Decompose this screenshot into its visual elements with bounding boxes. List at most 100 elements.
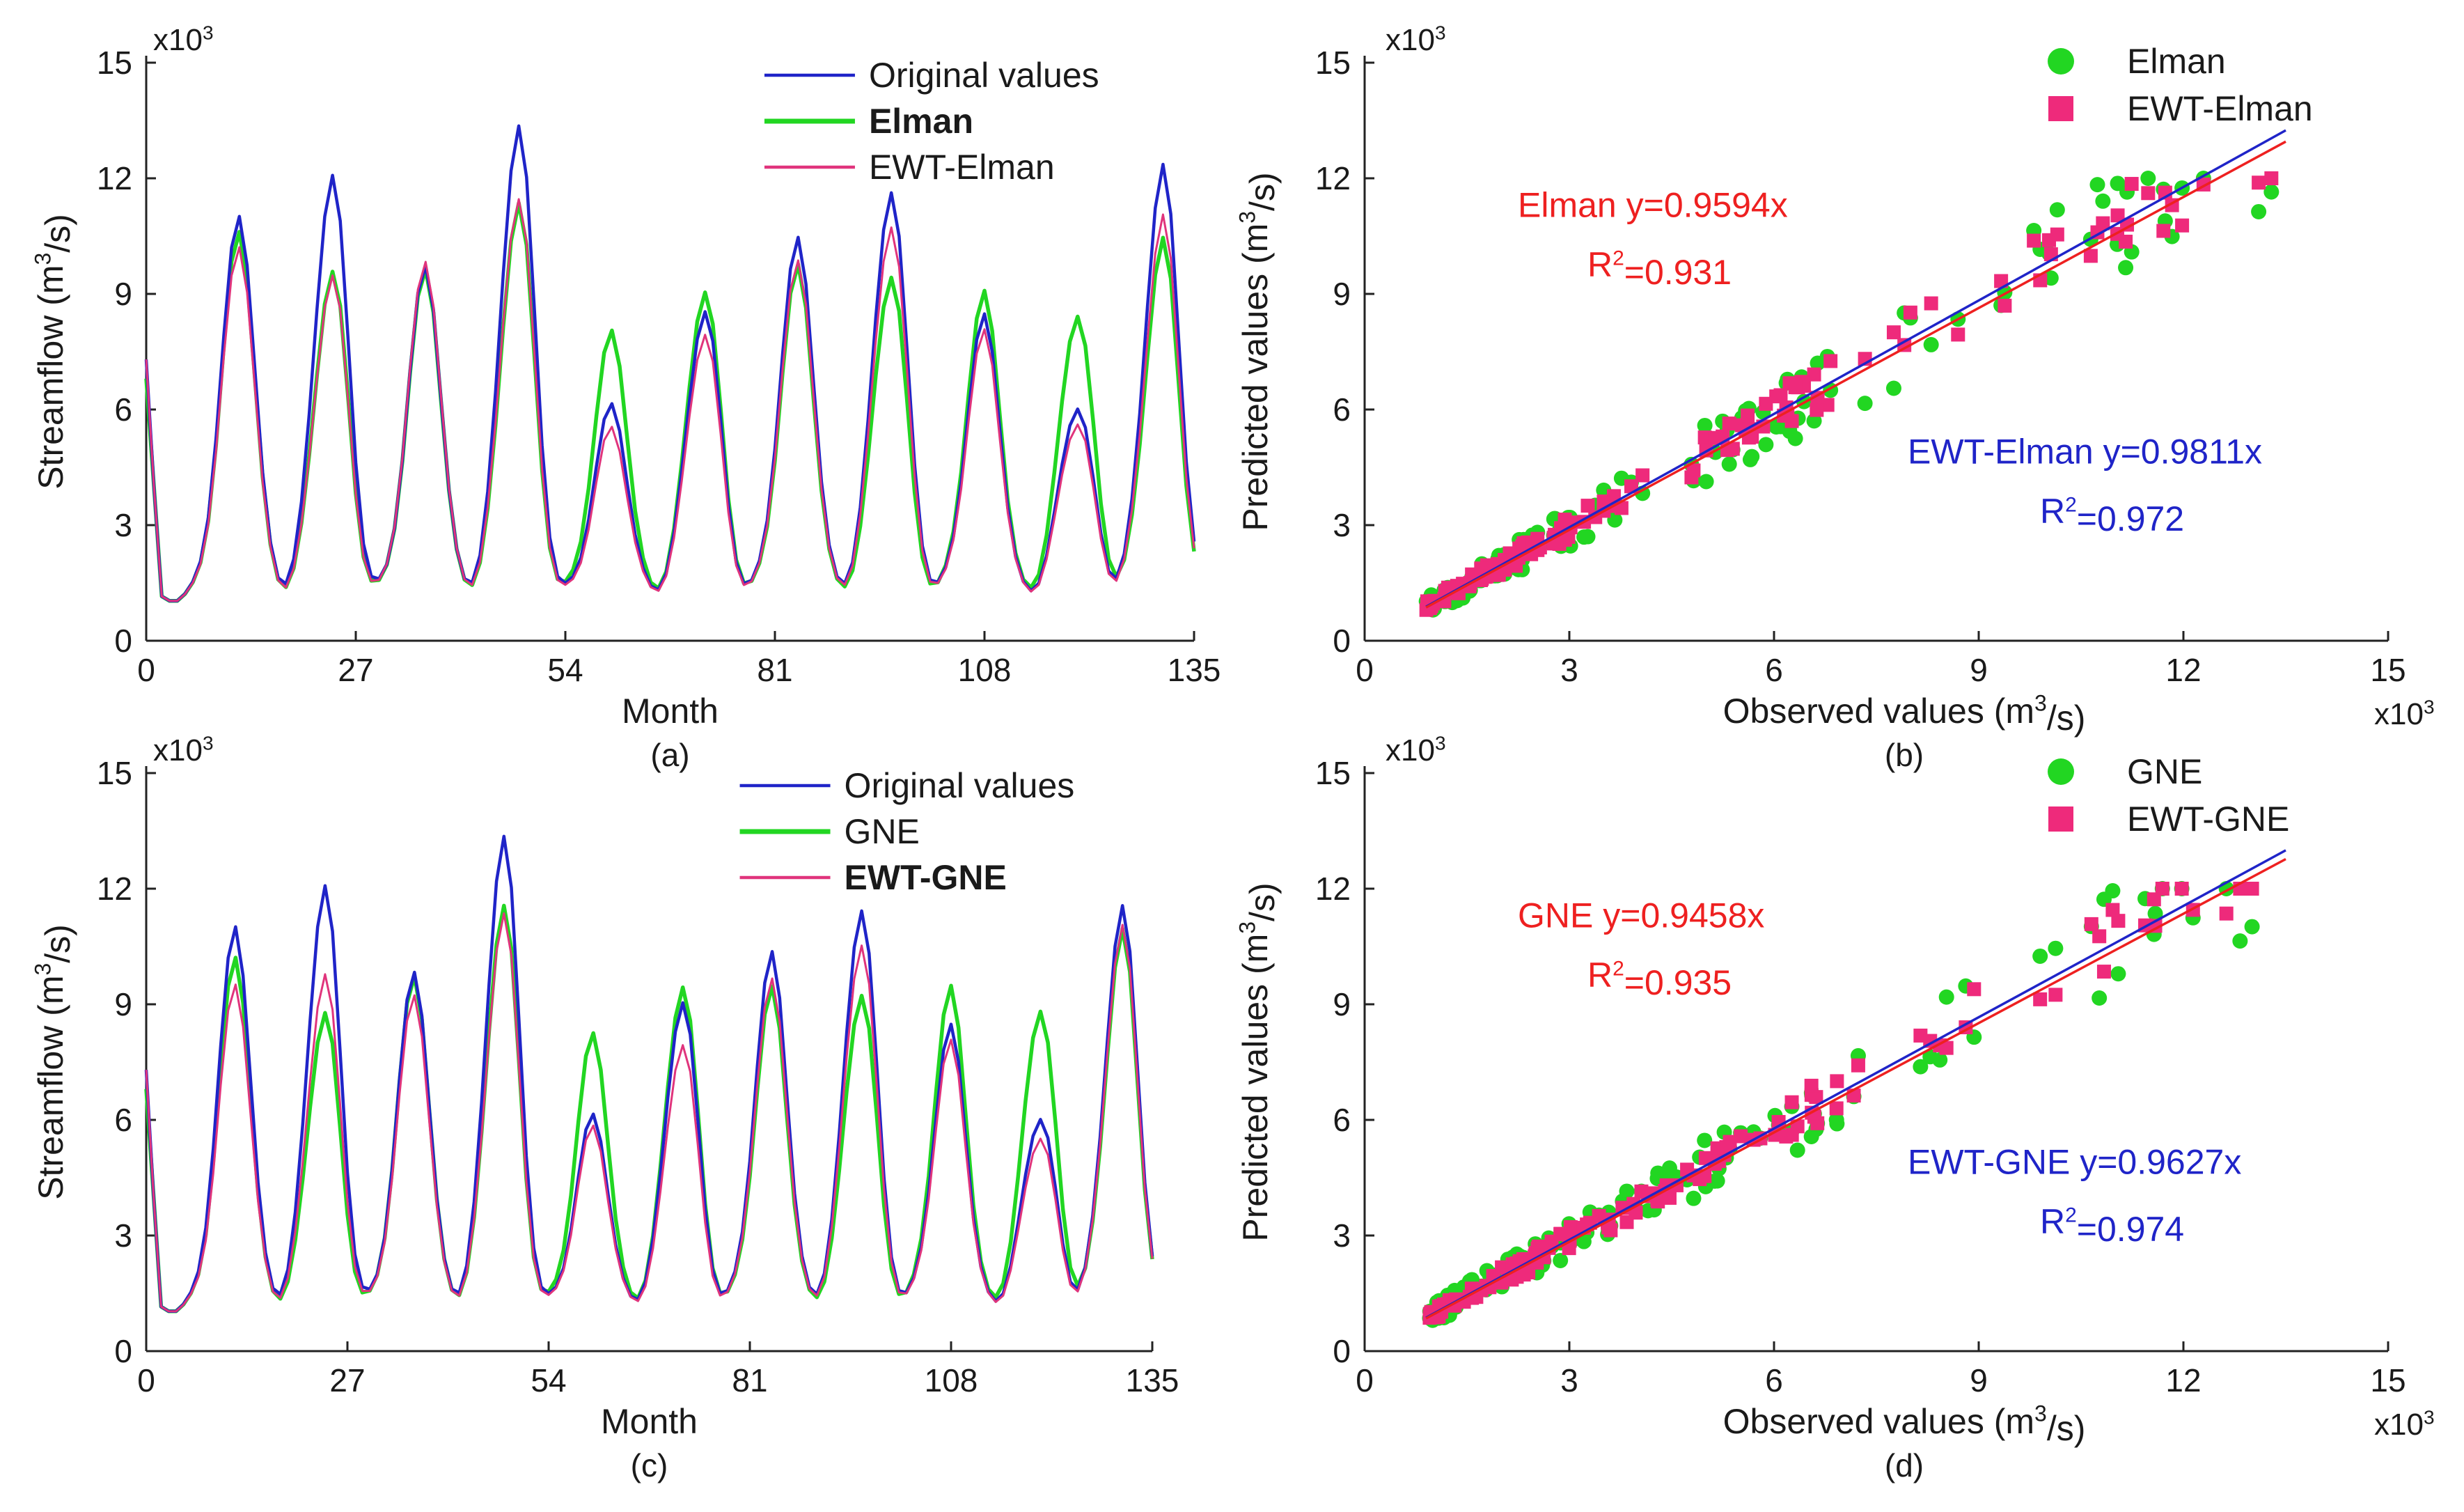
x-tick-label: 9 bbox=[1970, 652, 1988, 688]
x-tick-label: 27 bbox=[338, 652, 373, 688]
scatter-point-elman bbox=[2140, 171, 2156, 186]
series-line-ewt bbox=[145, 912, 1154, 1313]
scatter-point-ewt-gne bbox=[1810, 1116, 1825, 1130]
y-tick-label: 0 bbox=[114, 623, 132, 659]
equation-label: GNE y=0.9458x bbox=[1518, 896, 1764, 935]
scatter-point-elman bbox=[1697, 417, 1713, 433]
scatter-point-ewt-elman bbox=[2264, 171, 2279, 185]
x-tick-label: 0 bbox=[1356, 1362, 1374, 1398]
scatter-point-ewt-gne bbox=[1784, 1095, 1799, 1109]
scatter-point-ewt-elman bbox=[1773, 388, 1788, 403]
scatter-point-gne bbox=[1829, 1116, 1845, 1132]
scatter-point-ewt-gne bbox=[2219, 906, 2234, 921]
y-tick-label: 12 bbox=[1315, 871, 1351, 907]
x-exponent-part: x10 bbox=[2374, 697, 2424, 731]
scatter-point-gne bbox=[2110, 966, 2126, 982]
scatter-point-ewt-elman bbox=[1810, 403, 1824, 417]
r2-label-part: =0.972 bbox=[2077, 499, 2184, 538]
panel-c: 0 27 54 81 108 13503691215x103MonthStreamflow… bbox=[30, 733, 1179, 1483]
y-axis-label-sup: 3 bbox=[1234, 211, 1260, 224]
r2-label-sup: 2 bbox=[1612, 247, 1624, 270]
scatter-point-ewt-gne bbox=[1779, 1129, 1794, 1144]
x-tick-label: 15 bbox=[2370, 652, 2406, 688]
y-axis-label-part: /s) bbox=[38, 924, 77, 963]
x-axis-label-part: /s) bbox=[2047, 1409, 2086, 1448]
scatter-point-elman bbox=[1758, 437, 1774, 453]
scatter-point-ewt-elman bbox=[1886, 325, 1901, 340]
series-line-original bbox=[144, 124, 1196, 602]
x-tick-label: 0 bbox=[137, 1362, 155, 1398]
scatter-point-elman bbox=[1923, 336, 1939, 352]
scatter-point-ewt-elman bbox=[2252, 176, 2266, 190]
r2-label-sup: 2 bbox=[2065, 1204, 2077, 1227]
scatter-point-ewt-elman bbox=[1759, 396, 1773, 411]
scatter-point-ewt-gne bbox=[1619, 1215, 1634, 1229]
y-exponent-sup: 3 bbox=[1435, 733, 1446, 754]
y-tick-label: 3 bbox=[114, 1217, 132, 1254]
scatter-point-ewt-elman bbox=[1788, 380, 1803, 395]
panel-caption: (d) bbox=[1885, 1447, 1924, 1483]
y-exponent-part: x10 bbox=[1386, 733, 1435, 767]
scatter-point-gne bbox=[1650, 1165, 1666, 1181]
scatter-point-ewt-elman bbox=[1722, 416, 1736, 431]
y-exponent: x103 bbox=[153, 22, 214, 57]
r2-label: R2=0.974 bbox=[2040, 1202, 2184, 1249]
y-tick-label: 15 bbox=[1315, 45, 1351, 81]
scatter-point-ewt-elman bbox=[1502, 546, 1517, 561]
scatter-point-gne bbox=[1661, 1160, 1677, 1176]
scatter-point-ewt-elman bbox=[2050, 227, 2064, 242]
scatter-point-elman bbox=[1721, 456, 1737, 472]
scatter-point-gne bbox=[2048, 940, 2064, 956]
y-axis-label-sup: 3 bbox=[1234, 921, 1260, 934]
scatter-point-elman bbox=[1744, 449, 1760, 465]
x-tick-label: 6 bbox=[1765, 1362, 1783, 1398]
x-tick-label: 3 bbox=[1560, 1362, 1578, 1398]
scatter-point-gne bbox=[1553, 1252, 1569, 1268]
y-tick-label: 15 bbox=[97, 755, 132, 791]
scatter-point-elman bbox=[1885, 380, 1901, 396]
scatter-point-elman bbox=[2095, 193, 2111, 209]
fit-line bbox=[1425, 849, 2286, 1319]
x-tick-label: 0 bbox=[1356, 652, 1374, 688]
scatter-point-gne bbox=[1686, 1190, 1702, 1206]
x-tick-label: 135 bbox=[1168, 652, 1221, 688]
scatter-point-ewt-gne bbox=[1662, 1190, 1677, 1205]
y-exponent-part: x10 bbox=[153, 733, 203, 767]
y-exponent-sup: 3 bbox=[1435, 22, 1446, 44]
y-tick-label: 9 bbox=[114, 986, 132, 1022]
scatter-point-ewt-gne bbox=[1719, 1140, 1734, 1155]
y-axis-label-part: Streamflow (m bbox=[31, 265, 70, 490]
scatter-point-ewt-gne bbox=[1939, 1041, 1954, 1055]
x-tick-label: 54 bbox=[547, 652, 583, 688]
scatter-point-ewt-elman bbox=[1924, 296, 1938, 311]
r2-label-part: =0.935 bbox=[1624, 963, 1732, 1002]
equation-label: EWT-GNE y=0.9627x bbox=[1908, 1142, 2241, 1181]
x-axis-label-part: /s) bbox=[2047, 699, 2086, 738]
scatter-point-gne bbox=[2105, 883, 2121, 899]
scatter-point-ewt-elman bbox=[1807, 367, 1821, 382]
y-tick-label: 9 bbox=[1333, 276, 1351, 312]
legend-entry: Original values bbox=[869, 56, 1099, 95]
y-exponent: x103 bbox=[153, 733, 214, 767]
scatter-point-ewt-gne bbox=[2096, 965, 2111, 979]
y-axis-label-part: /s) bbox=[1243, 882, 1282, 921]
x-tick-label: 108 bbox=[925, 1362, 978, 1398]
y-tick-label: 9 bbox=[1333, 986, 1351, 1022]
x-tick-label: 81 bbox=[732, 1362, 767, 1398]
x-tick-label: 54 bbox=[531, 1362, 566, 1398]
scatter-point-elman bbox=[1580, 529, 1596, 545]
legend-entry: GNE bbox=[845, 812, 920, 851]
legend-marker-square bbox=[2048, 806, 2073, 832]
scatter-point-ewt-elman bbox=[2124, 177, 2139, 192]
scatter-point-ewt-elman bbox=[1897, 338, 1912, 352]
scatter-point-ewt-gne bbox=[2033, 992, 2048, 1006]
scatter-point-ewt-elman bbox=[1741, 408, 1755, 423]
scatter-point-ewt-gne bbox=[2147, 892, 2161, 907]
legend-entry: GNE bbox=[2127, 752, 2202, 791]
legend-entry: EWT-Elman bbox=[869, 148, 1055, 187]
legend-entry: Original values bbox=[845, 766, 1075, 805]
scatter-point-elman bbox=[2089, 177, 2105, 193]
r2-label: R2=0.972 bbox=[2040, 492, 2184, 538]
